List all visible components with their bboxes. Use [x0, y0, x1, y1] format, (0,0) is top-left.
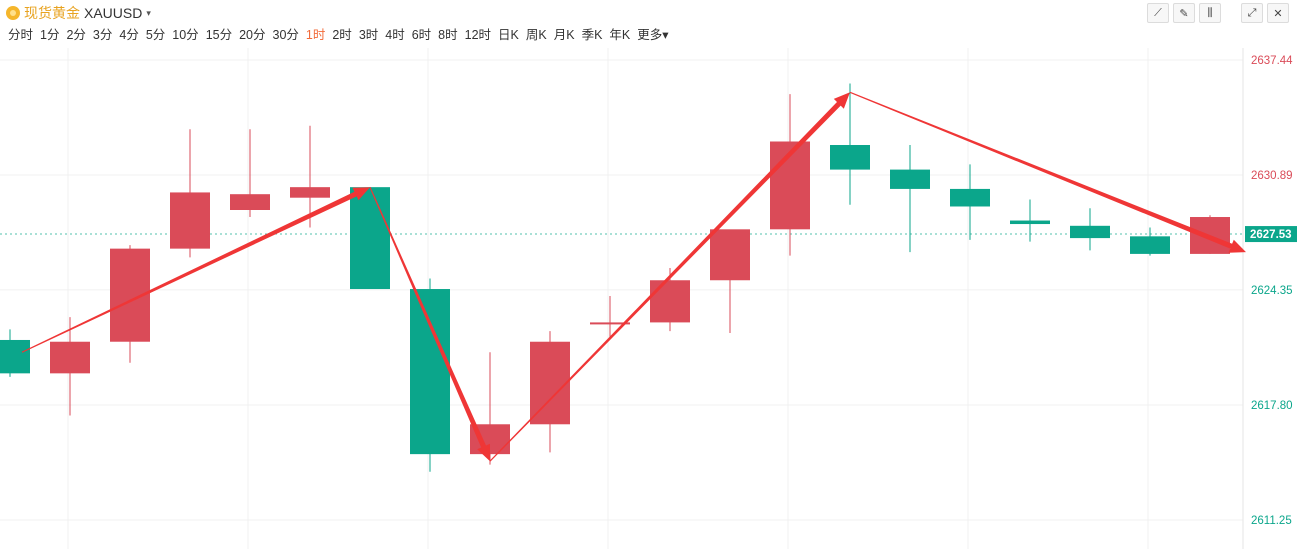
current-price-tag — [1245, 226, 1297, 243]
candle-body — [950, 188, 990, 207]
period-tabs: 分时 1分 2分 3分 4分 5分 10分 15分 20分 30分 1时 2时 3时 4时 6时 8时 12时日… — [6, 26, 674, 44]
period-tab[interactable]: 分时 — [8, 28, 34, 42]
symbol-name: 现货黄金 — [24, 5, 80, 21]
line-tool-icon[interactable]: ⟋ — [1147, 3, 1169, 23]
period-tab[interactable]: 6时 — [411, 28, 432, 42]
y-tick-label: 2624.35 — [1251, 285, 1293, 297]
period-tab[interactable]: 季K — [581, 28, 603, 42]
period-tab[interactable]: 3时 — [358, 28, 379, 42]
candle-body — [1010, 220, 1050, 225]
y-tick-label: 2611.25 — [1251, 515, 1292, 527]
close-icon[interactable]: ✕ — [1267, 3, 1289, 23]
candle-body — [590, 322, 630, 325]
candle-body — [650, 280, 690, 323]
toolbar-spacer — [1225, 3, 1237, 23]
period-tab[interactable]: 4分 — [119, 28, 139, 42]
period-tab[interactable]: 日K — [498, 28, 519, 42]
expand-icon[interactable]: ⤢ — [1241, 3, 1263, 23]
period-tab[interactable]: 更多▾ — [637, 28, 669, 42]
y-tick-label: 2637.44 — [1251, 55, 1293, 67]
period-tab[interactable]: 4时 — [385, 28, 405, 42]
period-tab[interactable]: 1分 — [40, 28, 60, 42]
trend-arrow — [849, 91, 1246, 253]
candle-body — [230, 194, 270, 210]
period-tab[interactable]: 30分 — [272, 28, 299, 42]
candle-body — [290, 187, 330, 198]
period-tab[interactable]: 15分 — [205, 28, 233, 42]
period-tab[interactable]: 10分 — [172, 28, 199, 42]
chart-header: 现货黄金 XAUUSD ▾ ⟋ ✎ ⫼ ⤢ ✕ — [0, 0, 1297, 24]
symbol-code: XAUUSD — [84, 5, 143, 21]
candle-body — [1070, 225, 1110, 239]
candle-body — [350, 187, 390, 290]
period-tab[interactable]: 12时 — [464, 28, 492, 42]
candle-body — [50, 341, 90, 374]
candle-body — [830, 145, 870, 170]
trend-arrow — [489, 92, 850, 462]
gold-coin-icon — [6, 6, 20, 20]
candle-body — [710, 229, 750, 281]
y-tick-label: 2630.89 — [1251, 170, 1293, 182]
period-tab[interactable]: 1时 — [305, 28, 326, 42]
period-tab[interactable]: 20分 — [239, 28, 266, 42]
current-price-label: 2627.53 — [1250, 229, 1292, 241]
trend-arrow — [369, 186, 490, 462]
period-tab[interactable]: 2分 — [66, 28, 86, 42]
period-tab[interactable]: 年K — [609, 28, 631, 42]
period-tab[interactable]: 3分 — [92, 28, 113, 42]
candle-body — [170, 192, 210, 249]
period-tab[interactable]: 2时 — [332, 28, 352, 42]
symbol-selector[interactable]: 现货黄金 XAUUSD ▾ — [6, 3, 151, 23]
toolbar: ⟋ ✎ ⫼ ⤢ ✕ — [1147, 3, 1289, 23]
candles-icon[interactable]: ⫼ — [1199, 3, 1221, 23]
period-tab[interactable]: 5分 — [145, 28, 166, 42]
candle-body — [410, 289, 450, 455]
trend-arrow — [21, 187, 370, 353]
chevron-down-icon: ▾ — [146, 7, 151, 18]
candlestick-chart: 2637.44 2630.89 2624.35 2617.80 2611.25 2627.… — [0, 48, 1297, 549]
candle-body — [1130, 236, 1170, 254]
candle-body — [890, 169, 930, 189]
candle-body — [0, 339, 30, 374]
period-tab[interactable]: 8时 — [438, 28, 458, 42]
y-tick-label: 2617.80 — [1251, 400, 1293, 412]
period-tab[interactable]: 月K — [553, 28, 575, 42]
period-tab[interactable]: 周K — [525, 28, 547, 42]
candle-body — [530, 341, 570, 425]
pencil-icon[interactable]: ✎ — [1173, 3, 1195, 23]
